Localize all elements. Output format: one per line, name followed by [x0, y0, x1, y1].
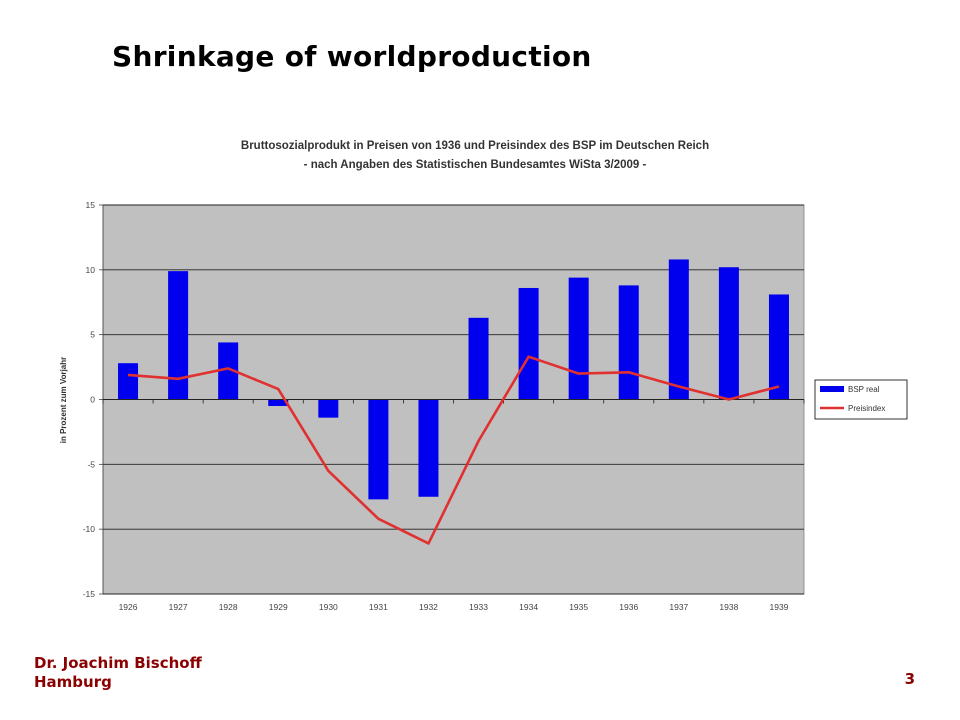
legend-swatch-bsp-real [820, 386, 844, 392]
bar-1928 [218, 342, 239, 400]
bar-1927 [168, 271, 189, 400]
x-tick-label-1930: 1930 [319, 602, 338, 612]
slide-title: Shrinkage of worldproduction [112, 40, 592, 73]
x-tick-label-1938: 1938 [719, 602, 738, 612]
legend-label-preisindex: Preisindex [848, 404, 885, 413]
bar-1933 [468, 317, 489, 400]
bar-1926 [118, 363, 139, 400]
bar-1929 [268, 399, 289, 406]
chart-title-line1: Bruttosozialprodukt in Preisen von 1936 … [241, 140, 709, 152]
y-axis-title: in Prozent zum Vorjahr [59, 357, 68, 444]
x-tick-label-1926: 1926 [119, 602, 138, 612]
bar-1935 [568, 277, 589, 400]
y-tick-label-10: 10 [86, 265, 96, 275]
y-tick-label--10: -10 [83, 524, 96, 534]
y-tick-label-5: 5 [90, 330, 95, 340]
chart-title-line2: - nach Angaben des Statistischen Bundesa… [304, 159, 647, 171]
author-city: Hamburg [34, 673, 112, 691]
x-tick-label-1935: 1935 [569, 602, 588, 612]
y-tick-label--15: -15 [83, 589, 96, 599]
y-tick-label-15: 15 [86, 200, 96, 210]
x-tick-label-1932: 1932 [419, 602, 438, 612]
author-name: Dr. Joachim Bischoff [34, 654, 202, 672]
x-tick-label-1927: 1927 [169, 602, 188, 612]
bar-1934 [518, 287, 539, 400]
bar-1937 [668, 259, 689, 400]
line-series-preisindex [127, 355, 780, 545]
x-axis-tick-labels: 1926 1927 1928 1929 1930 1931 1932 1933 1934 1935… [119, 602, 789, 612]
y-axis-tick-labels: 15 10 5 0 -5 -10 -15 [83, 200, 96, 599]
bar-1939 [768, 294, 789, 400]
footer-author: Dr. Joachim Bischoff Hamburg [34, 654, 202, 692]
legend: BSP real Preisindex [814, 379, 908, 420]
page-number: 3 [904, 670, 915, 688]
bar-1930 [318, 399, 339, 418]
bar-1936 [618, 285, 639, 400]
bar-1931 [368, 399, 389, 500]
x-tick-label-1928: 1928 [219, 602, 238, 612]
x-tick-label-1933: 1933 [469, 602, 488, 612]
y-tick-label--5: -5 [87, 459, 95, 469]
x-tick-label-1936: 1936 [619, 602, 638, 612]
bar-1938 [718, 267, 739, 400]
y-tick-label-0: 0 [90, 395, 95, 405]
x-tick-label-1929: 1929 [269, 602, 288, 612]
x-axis-ticks [102, 399, 805, 404]
x-tick-label-1937: 1937 [669, 602, 688, 612]
x-tick-label-1939: 1939 [770, 602, 789, 612]
bar-series [118, 259, 789, 500]
legend-label-bsp-real: BSP real [848, 385, 880, 394]
bar-1932 [418, 399, 439, 497]
x-tick-label-1931: 1931 [369, 602, 388, 612]
x-tick-label-1934: 1934 [519, 602, 538, 612]
